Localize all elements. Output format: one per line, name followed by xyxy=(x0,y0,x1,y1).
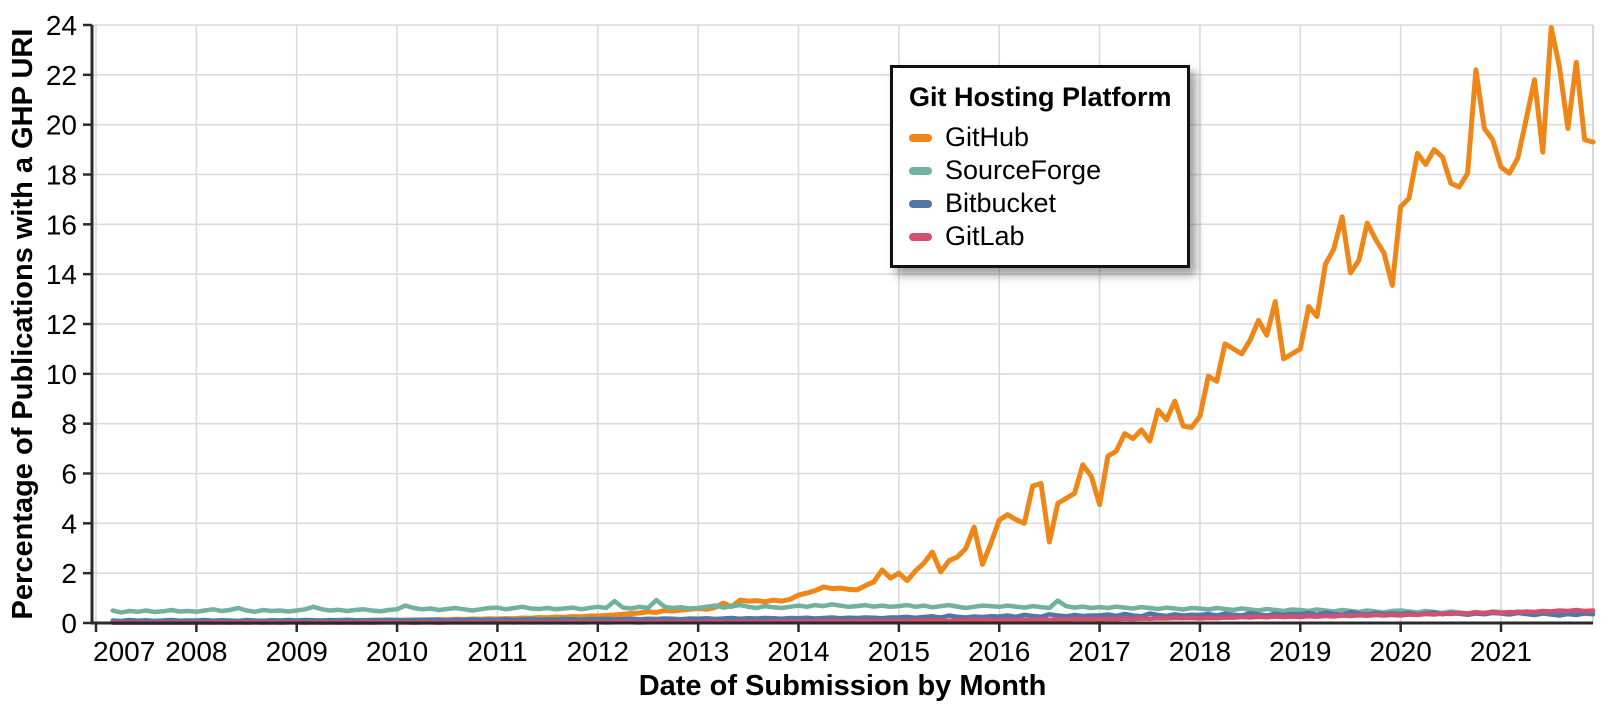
x-tick-label: 2018 xyxy=(1169,636,1231,667)
x-tick-label: 2007 xyxy=(93,636,155,667)
legend-label-bitbucket: Bitbucket xyxy=(945,188,1057,218)
y-tick-label: 20 xyxy=(46,110,77,141)
github-swatch-icon xyxy=(909,133,932,142)
x-tick-label: 2019 xyxy=(1269,636,1331,667)
legend-item-bitbucket: Bitbucket xyxy=(909,187,1187,220)
y-tick-label: 16 xyxy=(46,209,77,240)
x-tick-label: 2014 xyxy=(767,636,829,667)
y-tick-label: 22 xyxy=(46,60,77,91)
x-tick-label: 2012 xyxy=(567,636,629,667)
legend-items: GitHub SourceForge Bitbucket GitLab xyxy=(909,121,1187,253)
y-tick-label: 2 xyxy=(61,558,77,589)
x-tick-label: 2013 xyxy=(667,636,729,667)
gitlab-swatch-icon xyxy=(909,232,932,241)
x-axis-title: Date of Submission by Month xyxy=(638,670,1047,702)
bitbucket-swatch-icon xyxy=(909,199,932,208)
sourceforge-line xyxy=(110,597,1596,617)
x-tick-label: 2021 xyxy=(1470,636,1532,667)
y-tick-label: 0 xyxy=(61,608,77,639)
legend-item-github: GitHub xyxy=(909,121,1187,154)
y-axis-title: Percentage of Publications with a GHP UR… xyxy=(7,28,39,620)
y-tick-label: 10 xyxy=(46,359,77,390)
legend-item-gitlab: GitLab xyxy=(909,220,1187,253)
x-tick-label: 2020 xyxy=(1369,636,1431,667)
x-tick-label: 2016 xyxy=(968,636,1030,667)
y-tick-label: 6 xyxy=(61,459,77,490)
x-tick-label: 2008 xyxy=(165,636,227,667)
x-tick-label: 2010 xyxy=(366,636,428,667)
x-tick-label: 2011 xyxy=(467,636,527,667)
legend: Git Hosting Platform GitHub SourceForge Bi… xyxy=(890,65,1190,268)
y-tick-label: 12 xyxy=(46,309,77,340)
x-tick-label: 2017 xyxy=(1068,636,1130,667)
sourceforge-swatch-icon xyxy=(909,166,932,175)
legend-label-gitlab: GitLab xyxy=(945,221,1025,251)
y-tick-label: 14 xyxy=(46,259,77,290)
y-tick-label: 4 xyxy=(61,508,77,539)
legend-label-github: GitHub xyxy=(945,122,1030,152)
legend-item-sourceforge: SourceForge xyxy=(909,154,1187,187)
y-tick-label: 18 xyxy=(46,160,77,191)
y-tick-label: 24 xyxy=(46,10,77,41)
x-tick-label: 2015 xyxy=(868,636,930,667)
legend-title: Git Hosting Platform xyxy=(909,82,1172,112)
x-tick-label: 2009 xyxy=(266,636,328,667)
y-tick-label: 8 xyxy=(61,409,77,440)
legend-label-sourceforge: SourceForge xyxy=(945,155,1102,185)
